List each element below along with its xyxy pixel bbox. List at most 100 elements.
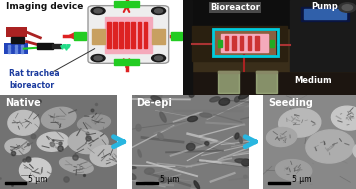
Bar bbox=[218, 71, 239, 93]
Bar bbox=[221, 34, 268, 52]
Bar bbox=[11, 37, 24, 43]
Bar bbox=[113, 22, 117, 48]
Circle shape bbox=[91, 7, 105, 15]
Ellipse shape bbox=[279, 108, 321, 137]
Ellipse shape bbox=[138, 150, 141, 157]
Bar bbox=[105, 17, 152, 53]
Circle shape bbox=[339, 3, 356, 12]
Bar bbox=[4, 43, 27, 54]
Ellipse shape bbox=[235, 159, 248, 163]
Ellipse shape bbox=[188, 116, 198, 122]
Ellipse shape bbox=[306, 130, 354, 163]
Ellipse shape bbox=[200, 113, 212, 117]
Text: Imaging device: Imaging device bbox=[5, 2, 83, 11]
Circle shape bbox=[152, 7, 166, 15]
Circle shape bbox=[94, 9, 102, 13]
Text: 5 μm: 5 μm bbox=[293, 175, 312, 184]
Ellipse shape bbox=[42, 107, 76, 129]
Bar bbox=[137, 22, 141, 48]
Ellipse shape bbox=[59, 157, 93, 173]
Bar bbox=[6, 27, 27, 37]
Bar bbox=[256, 71, 277, 73]
Text: Pump: Pump bbox=[312, 2, 338, 11]
Bar bbox=[218, 71, 239, 73]
Ellipse shape bbox=[129, 167, 136, 169]
Bar bbox=[247, 36, 251, 50]
Bar bbox=[232, 36, 236, 50]
Bar bbox=[74, 32, 86, 40]
Text: Medium: Medium bbox=[294, 76, 332, 85]
Bar bbox=[213, 29, 278, 56]
Bar bbox=[214, 31, 275, 55]
Circle shape bbox=[155, 56, 163, 60]
Bar bbox=[183, 0, 192, 94]
Bar bbox=[114, 1, 139, 7]
Ellipse shape bbox=[8, 111, 39, 135]
Ellipse shape bbox=[68, 130, 108, 154]
Ellipse shape bbox=[128, 173, 136, 179]
Text: Native: Native bbox=[5, 98, 41, 108]
FancyBboxPatch shape bbox=[88, 6, 169, 63]
Bar bbox=[119, 22, 123, 48]
Ellipse shape bbox=[235, 133, 239, 139]
Bar bbox=[304, 9, 346, 19]
Ellipse shape bbox=[136, 124, 141, 131]
Bar bbox=[225, 36, 228, 50]
Text: Bioreactor: Bioreactor bbox=[210, 3, 260, 12]
Ellipse shape bbox=[210, 97, 220, 102]
Bar bbox=[240, 36, 244, 50]
Bar bbox=[218, 40, 222, 47]
Bar bbox=[255, 36, 258, 50]
Bar bbox=[52, 44, 62, 48]
Ellipse shape bbox=[187, 143, 195, 150]
Ellipse shape bbox=[276, 160, 312, 181]
Bar bbox=[131, 22, 135, 48]
Text: 5 μm: 5 μm bbox=[28, 175, 48, 184]
Ellipse shape bbox=[235, 97, 240, 102]
Ellipse shape bbox=[219, 98, 230, 105]
Bar bbox=[183, 28, 356, 71]
Bar bbox=[290, 0, 356, 71]
Text: Seeding: Seeding bbox=[268, 98, 313, 108]
Text: Rat trachea
bioreactor: Rat trachea bioreactor bbox=[9, 69, 60, 90]
Ellipse shape bbox=[242, 159, 251, 166]
Bar bbox=[171, 32, 182, 40]
Bar bbox=[301, 7, 349, 21]
Bar bbox=[5, 182, 26, 184]
Ellipse shape bbox=[78, 115, 110, 131]
Ellipse shape bbox=[205, 142, 209, 145]
Bar bbox=[107, 22, 111, 48]
Circle shape bbox=[342, 5, 352, 10]
Bar bbox=[143, 22, 147, 48]
Bar bbox=[152, 29, 165, 44]
Ellipse shape bbox=[158, 133, 163, 139]
Ellipse shape bbox=[244, 175, 247, 178]
Ellipse shape bbox=[153, 92, 162, 99]
Bar bbox=[114, 59, 139, 65]
Bar bbox=[256, 71, 277, 93]
Ellipse shape bbox=[160, 112, 166, 122]
Circle shape bbox=[155, 9, 163, 13]
Ellipse shape bbox=[151, 96, 161, 101]
Ellipse shape bbox=[331, 106, 356, 130]
Bar bbox=[192, 26, 287, 61]
Bar bbox=[37, 43, 53, 49]
Ellipse shape bbox=[5, 139, 30, 154]
Ellipse shape bbox=[159, 177, 167, 183]
Bar bbox=[183, 0, 356, 28]
Bar bbox=[125, 22, 129, 48]
Ellipse shape bbox=[189, 93, 194, 97]
Circle shape bbox=[94, 56, 102, 60]
Ellipse shape bbox=[353, 142, 356, 161]
Ellipse shape bbox=[239, 136, 242, 143]
Text: De-epi: De-epi bbox=[136, 98, 172, 108]
Ellipse shape bbox=[267, 128, 297, 146]
Bar bbox=[270, 40, 274, 47]
Ellipse shape bbox=[37, 132, 69, 151]
Bar bbox=[92, 29, 105, 44]
Bar bbox=[136, 182, 158, 184]
Text: 5 μm: 5 μm bbox=[160, 175, 179, 184]
Ellipse shape bbox=[90, 145, 121, 167]
Circle shape bbox=[91, 54, 105, 62]
Ellipse shape bbox=[239, 93, 249, 99]
